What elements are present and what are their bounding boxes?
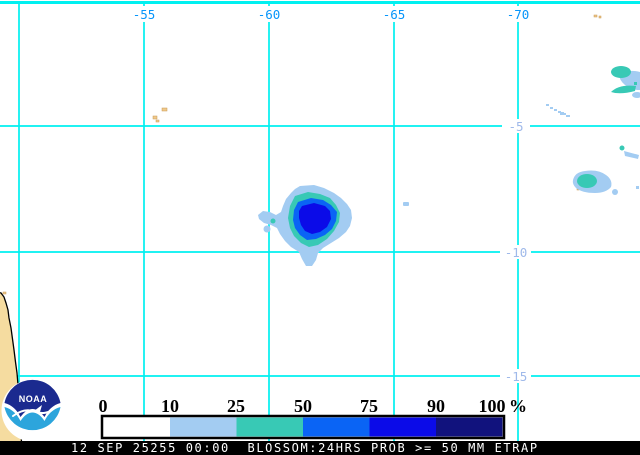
island-dot xyxy=(155,119,160,123)
latitude-labels: -5 -10 -15 xyxy=(500,119,531,384)
noaa-logo-sky xyxy=(4,379,61,417)
lon-label-text: -65 xyxy=(383,7,406,22)
precip-ne-teal xyxy=(611,66,631,78)
lon-label-60: -60 xyxy=(256,6,282,22)
status-bar: 12 SEP 25255 00:00 BLOSSOM:24HRS PROB >=… xyxy=(0,441,640,455)
longitude-labels: -55 -60 -65 -70 xyxy=(131,6,531,22)
precip-east-dot1 xyxy=(612,189,618,195)
island-dot xyxy=(593,14,598,18)
noaa-gull-wing xyxy=(34,405,42,412)
colorbar-tick: 25 xyxy=(227,396,245,416)
colorbar-seg-10-25 xyxy=(170,417,237,437)
precip-main-outer-dot xyxy=(263,225,271,233)
lon-label-text: -70 xyxy=(507,7,530,22)
colorbar-tick: 0 xyxy=(99,396,108,416)
island-dot xyxy=(161,107,168,112)
lat-label-5: -5 xyxy=(502,119,530,134)
lon-label-text: -60 xyxy=(258,7,281,22)
lon-label-70: -70 xyxy=(505,6,531,22)
lat-label-10: -10 xyxy=(500,245,531,260)
colorbar-tick: 50 xyxy=(294,396,312,416)
colorbar-seg-90-100 xyxy=(436,417,503,437)
noaa-logo: NOAA xyxy=(1,379,64,442)
colorbar-tick: 90 xyxy=(427,396,445,416)
precipitation-shading xyxy=(258,66,640,266)
precip-east-teal-dot xyxy=(619,145,625,151)
colorbar-seg-25-50 xyxy=(236,417,303,437)
island-dot xyxy=(2,291,7,295)
lat-label-text: -15 xyxy=(505,369,528,384)
colorbar-seg-0-10 xyxy=(103,417,170,437)
precip-northeast-cluster xyxy=(611,66,640,98)
colorbar-seg-75-90 xyxy=(369,417,436,437)
precip-ne-lightblue-bit xyxy=(632,92,640,98)
island-dot xyxy=(152,115,158,120)
lat-label-text: -10 xyxy=(505,245,528,260)
precip-east-teal xyxy=(577,174,597,188)
graticule-grid xyxy=(0,1,640,441)
lon-label-65: -65 xyxy=(381,6,407,22)
colorbar-unit: % xyxy=(509,396,527,416)
lon-label-text: -55 xyxy=(133,7,156,22)
precip-east-streak xyxy=(624,151,639,159)
precip-dotted-streak xyxy=(546,104,570,117)
lat-label-text: -5 xyxy=(508,119,523,134)
colorbar-tick: 100 xyxy=(479,396,506,416)
precip-speck xyxy=(403,202,409,206)
lon-label-55: -55 xyxy=(131,6,157,22)
probability-colorbar: 0 10 25 50 75 90 100 % xyxy=(99,396,528,440)
colorbar-seg-50-75 xyxy=(303,417,370,437)
colorbar-ticks: 0 10 25 50 75 90 100 % xyxy=(99,396,528,416)
status-bar-text: 12 SEP 25255 00:00 BLOSSOM:24HRS PROB >=… xyxy=(71,441,539,455)
noaa-logo-sea xyxy=(4,407,61,431)
precip-arm-teal-dot xyxy=(270,218,276,224)
noaa-gull-icon xyxy=(12,408,54,417)
precip-east-dot2 xyxy=(636,186,639,189)
precip-ne-dot xyxy=(634,82,637,85)
precip-east-cluster xyxy=(572,145,639,195)
noaa-logo-text: NOAA xyxy=(19,394,48,404)
colorbar-tick: 75 xyxy=(360,396,378,416)
precip-ne-teal-streak xyxy=(611,85,636,94)
lat-label-15: -15 xyxy=(500,369,531,384)
colorbar-tick: 10 xyxy=(161,396,179,416)
precip-main-core-75-90 xyxy=(299,203,331,234)
island-dot xyxy=(598,15,602,19)
